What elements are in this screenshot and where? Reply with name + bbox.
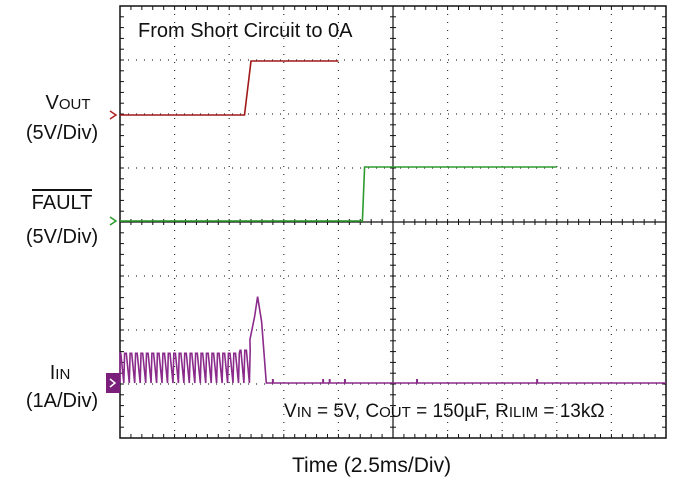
fault-label: FAULT xyxy=(14,189,110,214)
iin-label: IIN xyxy=(49,362,71,384)
channel-markers xyxy=(106,110,120,393)
iin-ground-marker-arrow xyxy=(109,378,117,388)
vout-label: VOUT xyxy=(45,92,91,114)
x-axis-label: Time (2.5ms/Div) xyxy=(292,454,452,477)
iin-scale: (1A/Div) xyxy=(25,390,99,412)
conditions-annotation: VIN = 5V, COUT = 150µF, RILIM = 13kΩ xyxy=(284,401,605,422)
fault-trace xyxy=(120,166,557,222)
fault-ground-marker xyxy=(109,216,118,226)
grid xyxy=(119,5,667,439)
iin-trace xyxy=(119,296,666,384)
iin-ground-marker xyxy=(106,373,120,393)
vout-scale: (5V/Div) xyxy=(25,122,99,144)
traces xyxy=(119,60,666,384)
plot-title: From Short Circuit to 0A xyxy=(138,20,353,42)
vout-trace xyxy=(120,60,339,116)
vout-ground-marker xyxy=(109,110,118,120)
fault-scale: (5V/Div) xyxy=(25,226,99,248)
